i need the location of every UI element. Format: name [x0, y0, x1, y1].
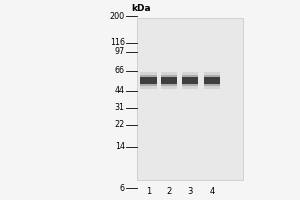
Bar [140, 77, 157, 84]
Text: 97: 97 [115, 47, 125, 56]
Bar [182, 72, 198, 89]
Text: 4: 4 [209, 187, 215, 196]
Text: 116: 116 [110, 38, 125, 47]
Text: 200: 200 [110, 12, 125, 21]
Bar [204, 77, 220, 84]
Text: 66: 66 [115, 66, 125, 75]
Bar [161, 77, 177, 84]
Text: 14: 14 [115, 142, 125, 151]
Bar [161, 72, 177, 89]
Text: 3: 3 [187, 187, 193, 196]
Bar [182, 77, 198, 84]
Bar [137, 18, 243, 180]
Bar [140, 75, 157, 86]
Bar [204, 72, 220, 89]
Text: 2: 2 [167, 187, 172, 196]
Text: 22: 22 [115, 120, 125, 129]
Text: 6: 6 [120, 184, 125, 193]
Text: 31: 31 [115, 103, 125, 112]
Text: 44: 44 [115, 86, 125, 95]
Bar [204, 75, 220, 86]
Bar [182, 75, 198, 86]
Bar [161, 75, 177, 86]
Text: 1: 1 [146, 187, 151, 196]
Text: kDa: kDa [131, 4, 151, 13]
Bar [140, 72, 157, 89]
